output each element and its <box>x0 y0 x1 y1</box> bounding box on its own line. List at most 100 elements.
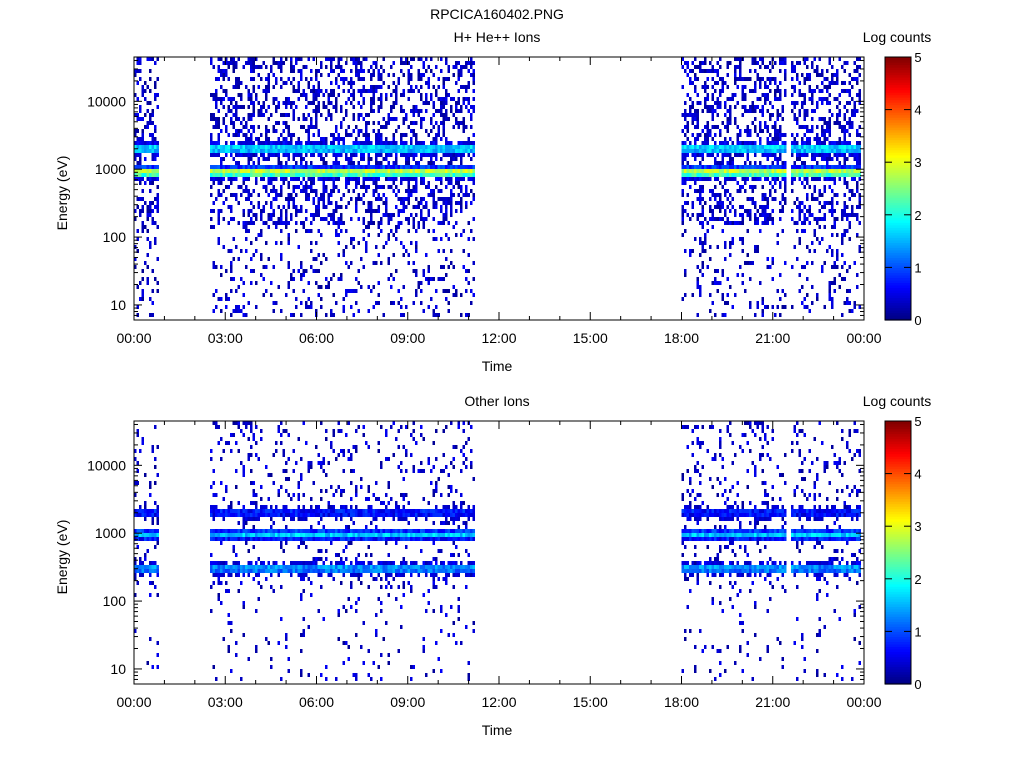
heatmap-cell <box>826 77 829 81</box>
heatmap-cell <box>230 449 233 453</box>
heatmap-cell <box>407 221 410 225</box>
heatmap-cell <box>400 61 403 65</box>
heatmap-cell <box>272 169 275 173</box>
heatmap-cell <box>704 237 707 241</box>
heatmap-cell <box>806 77 809 81</box>
heatmap-cell <box>352 149 355 153</box>
heatmap-cell <box>377 105 380 109</box>
heatmap-cell <box>292 173 295 177</box>
heatmap-cell <box>734 145 737 149</box>
heatmap-cell <box>232 133 235 137</box>
heatmap-cell <box>392 165 395 169</box>
heatmap-cell <box>352 61 355 65</box>
heatmap-cell <box>432 153 435 157</box>
heatmap-cell <box>325 169 328 173</box>
heatmap-cell <box>751 57 754 61</box>
colorbar-swatch <box>885 232 911 236</box>
heatmap-cell <box>457 193 460 197</box>
heatmap-cell <box>726 197 729 201</box>
heatmap-cell <box>779 149 782 153</box>
heatmap-cell <box>681 165 684 169</box>
heatmap-cell <box>754 117 757 121</box>
heatmap-cell <box>372 261 375 265</box>
heatmap-cell <box>255 65 258 69</box>
heatmap-cell <box>744 109 747 113</box>
heatmap-cell <box>821 205 824 209</box>
colorbar-swatch <box>885 222 911 226</box>
heatmap-cell <box>784 197 787 201</box>
heatmap-cell <box>734 121 737 125</box>
heatmap-cell <box>210 505 213 509</box>
heatmap-cell <box>741 281 744 285</box>
heatmap-cell <box>357 117 360 121</box>
heatmap-cell <box>759 141 762 145</box>
heatmap-cell <box>699 189 702 193</box>
heatmap-cell <box>330 277 333 281</box>
heatmap-cell <box>714 101 717 105</box>
heatmap-cell <box>754 185 757 189</box>
heatmap-cell <box>816 237 819 241</box>
heatmap-cell <box>838 109 841 113</box>
heatmap-cell <box>711 85 714 89</box>
heatmap-cell <box>425 129 428 133</box>
heatmap-cell <box>681 129 684 133</box>
colorbar-swatch <box>885 204 911 208</box>
heatmap-cell <box>816 85 819 89</box>
heatmap-cell <box>704 145 707 149</box>
heatmap-cell <box>813 149 816 153</box>
heatmap-cell <box>320 261 323 265</box>
heatmap-cell <box>841 129 844 133</box>
heatmap-cell <box>821 217 824 221</box>
heatmap-cell <box>731 221 734 225</box>
heatmap-cell <box>450 249 453 253</box>
heatmap-cell <box>445 177 448 181</box>
heatmap-cell <box>136 117 139 121</box>
heatmap-cell <box>395 169 398 173</box>
heatmap-cell <box>435 133 438 137</box>
heatmap-cell <box>285 141 288 145</box>
heatmap-cell <box>440 121 443 125</box>
heatmap-cell <box>462 121 465 125</box>
heatmap-cell <box>277 61 280 65</box>
heatmap-cell <box>335 201 338 205</box>
heatmap-cell <box>357 177 360 181</box>
heatmap-cell <box>139 153 142 157</box>
heatmap-cell <box>410 129 413 133</box>
heatmap-cell <box>320 177 323 181</box>
heatmap-cell <box>340 205 343 209</box>
heatmap-cell <box>472 69 475 73</box>
heatmap-cell <box>151 149 154 153</box>
heatmap-cell <box>367 309 370 313</box>
heatmap-cell <box>400 313 403 317</box>
heatmap-cell <box>766 85 769 89</box>
heatmap-cell <box>681 193 684 197</box>
heatmap-cell <box>430 297 433 301</box>
heatmap-cell <box>402 121 405 125</box>
heatmap-cell <box>848 309 851 313</box>
heatmap-cell <box>828 85 831 89</box>
heatmap-cell <box>327 113 330 117</box>
heatmap-cell <box>362 97 365 101</box>
heatmap-cell <box>806 261 809 265</box>
heatmap-cell <box>260 177 263 181</box>
heatmap-cell <box>247 169 250 173</box>
heatmap-cell <box>811 197 814 201</box>
heatmap-cell <box>282 141 285 145</box>
heatmap-cell <box>156 105 159 109</box>
heatmap-cell <box>139 213 142 217</box>
heatmap-cell <box>714 141 717 145</box>
heatmap-cell <box>272 61 275 65</box>
heatmap-cell <box>771 261 774 265</box>
heatmap-cell <box>300 93 303 97</box>
heatmap-cell <box>435 93 438 97</box>
heatmap-cell <box>823 129 826 133</box>
heatmap-cell <box>260 257 263 261</box>
heatmap-cell <box>382 165 385 169</box>
heatmap-cell <box>225 165 228 169</box>
heatmap-cell <box>237 133 240 137</box>
heatmap-cell <box>741 205 744 209</box>
heatmap-cell <box>317 197 320 201</box>
heatmap-cell <box>262 265 265 269</box>
heatmap-cell <box>377 109 380 113</box>
heatmap-cell <box>796 153 799 157</box>
